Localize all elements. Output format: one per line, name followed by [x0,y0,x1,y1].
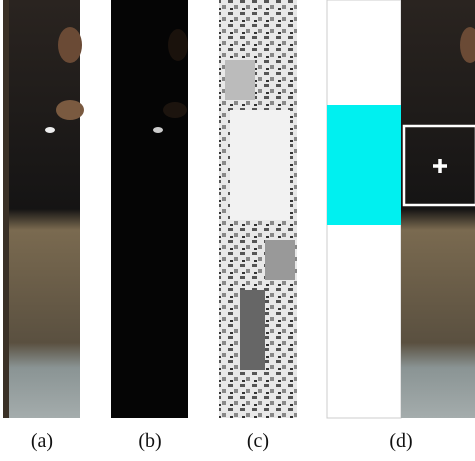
figure-panels [0,0,475,420]
panel-b-image [111,0,188,418]
panel-d-image [327,0,475,418]
panel-label: (a) [31,430,53,453]
panel-c-image [219,0,297,418]
panel-label: (d) [389,430,412,453]
panel-label: (b) [138,430,161,453]
figure: (a) (b) (c) (d) [0,0,475,461]
panel-a-image [3,0,84,418]
panel-label: (c) [247,430,269,453]
